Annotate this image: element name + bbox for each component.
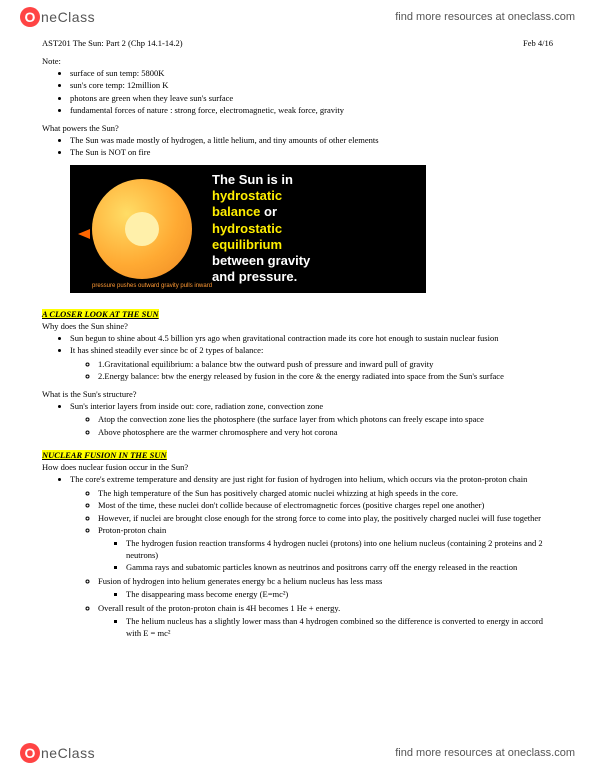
list-item: Atop the convection zone lies the photos…: [98, 414, 553, 425]
list-item: The Sun is NOT on fire: [70, 147, 553, 158]
list-text: Overall result of the proton-proton chai…: [98, 603, 340, 613]
diagram-line: hydrostatic: [212, 188, 310, 204]
diagram-line: balance or: [212, 204, 310, 220]
question-fusion: How does nuclear fusion occur in the Sun…: [42, 462, 553, 472]
list-item: Most of the time, these nuclei don't col…: [98, 500, 553, 511]
title-row: AST201 The Sun: Part 2 (Chp 14.1-14.2) F…: [42, 38, 553, 48]
diagram-line: hydrostatic: [212, 221, 310, 237]
diagram-line: equilibrium: [212, 237, 310, 253]
list-item: The Sun was made mostly of hydrogen, a l…: [70, 135, 553, 146]
list-item: The disappearing mass become energy (E=m…: [126, 589, 553, 600]
section-heading-fusion: NUCLEAR FUSION IN THE SUN: [42, 450, 167, 460]
list-item: sun's core temp: 12million K: [70, 80, 553, 91]
fusion-list: The core's extreme temperature and densi…: [42, 474, 553, 639]
brand-circle: O: [20, 743, 40, 763]
brand-circle: O: [20, 7, 40, 27]
pressure-arrow-icon: [78, 229, 90, 239]
sun-graphic: [92, 179, 192, 279]
list-item: It has shined steadily ever since bc of …: [70, 345, 553, 382]
note-list: surface of sun temp: 5800K sun's core te…: [42, 68, 553, 117]
doc-date: Feb 4/16: [523, 38, 553, 48]
page-header: O neClass find more resources at oneclas…: [0, 0, 595, 34]
diagram-text: The Sun is in hydrostatic balance or hyd…: [212, 172, 310, 286]
list-item: 1.Gravitational equilibrium: a balance b…: [98, 359, 553, 370]
list-text: Fusion of hydrogen into helium generates…: [98, 576, 382, 586]
list-item: surface of sun temp: 5800K: [70, 68, 553, 79]
brand-logo-footer: O neClass: [20, 743, 95, 763]
diagram-caption: pressure pushes outward gravity pulls in…: [92, 283, 212, 289]
list-text: The core's extreme temperature and densi…: [70, 474, 527, 484]
list-item: The helium nucleus has a slightly lower …: [126, 616, 553, 639]
diagram-word: hydrostatic: [212, 221, 282, 236]
list-item: Fusion of hydrogen into helium generates…: [98, 576, 553, 601]
brand-text: neClass: [41, 9, 95, 25]
list-text: It has shined steadily ever since bc of …: [70, 345, 263, 355]
list-item: The high temperature of the Sun has posi…: [98, 488, 553, 499]
list-text: Proton-proton chain: [98, 525, 166, 535]
list-item: fundamental forces of nature : strong fo…: [70, 105, 553, 116]
diagram-word: hydrostatic: [212, 188, 282, 203]
question-shine: Why does the Sun shine?: [42, 321, 553, 331]
list-item: The core's extreme temperature and densi…: [70, 474, 553, 639]
note-label: Note:: [42, 56, 553, 66]
page-footer: O neClass find more resources at oneclas…: [0, 736, 595, 770]
diagram-word: or: [260, 204, 277, 219]
list-item: The hydrogen fusion reaction transforms …: [126, 538, 553, 561]
list-text: Sun's interior layers from inside out: c…: [70, 401, 323, 411]
diagram-line: and pressure.: [212, 269, 310, 285]
list-item: Sun's interior layers from inside out: c…: [70, 401, 553, 438]
list-item: Overall result of the proton-proton chai…: [98, 603, 553, 639]
structure-list: Sun's interior layers from inside out: c…: [42, 401, 553, 438]
list-item: Above photosphere are the warmer chromos…: [98, 427, 553, 438]
document-content: AST201 The Sun: Part 2 (Chp 14.1-14.2) F…: [0, 34, 595, 639]
list-item: Proton-proton chain The hydrogen fusion …: [98, 525, 553, 574]
question-structure: What is the Sun's structure?: [42, 389, 553, 399]
sun-core-graphic: [125, 212, 159, 246]
list-item: Gamma rays and subatomic particles known…: [126, 562, 553, 573]
section-heading-closer-look: A CLOSER LOOK AT THE SUN: [42, 309, 159, 319]
powers-list: The Sun was made mostly of hydrogen, a l…: [42, 135, 553, 159]
resources-link-bottom[interactable]: find more resources at oneclass.com: [395, 747, 575, 759]
diagram-word: equilibrium: [212, 237, 282, 252]
list-item: 2.Energy balance: btw the energy release…: [98, 371, 553, 382]
list-item: Sun begun to shine about 4.5 billion yrs…: [70, 333, 553, 344]
brand-logo: O neClass: [20, 7, 95, 27]
resources-link-top[interactable]: find more resources at oneclass.com: [395, 11, 575, 23]
list-item: photons are green when they leave sun's …: [70, 93, 553, 104]
doc-title: AST201 The Sun: Part 2 (Chp 14.1-14.2): [42, 38, 183, 48]
diagram-line: between gravity: [212, 253, 310, 269]
shine-list: Sun begun to shine about 4.5 billion yrs…: [42, 333, 553, 383]
brand-text: neClass: [41, 745, 95, 761]
question-powers: What powers the Sun?: [42, 123, 553, 133]
sun-diagram: The Sun is in hydrostatic balance or hyd…: [70, 165, 426, 293]
diagram-word: balance: [212, 204, 260, 219]
list-item: However, if nuclei are brought close eno…: [98, 513, 553, 524]
diagram-line: The Sun is in: [212, 172, 310, 188]
